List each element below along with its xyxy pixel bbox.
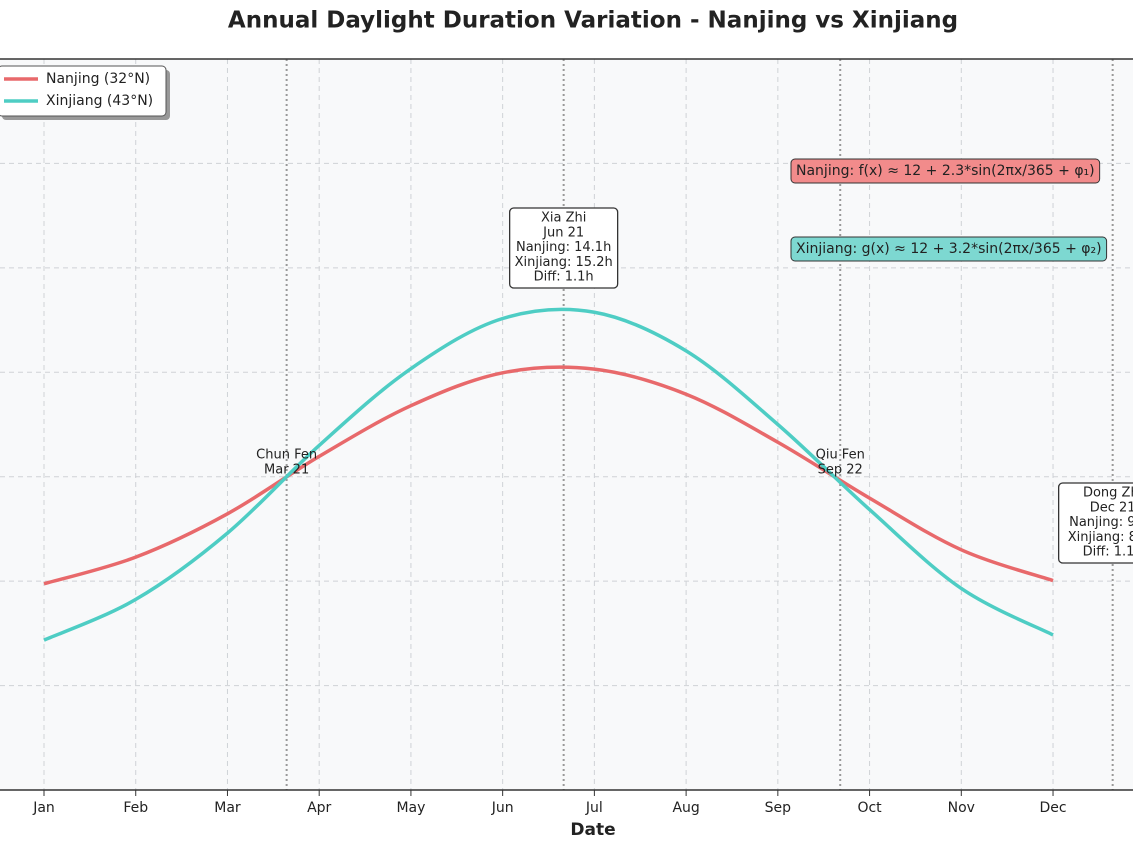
annotation-text: Mar 21 [264, 462, 309, 477]
annotation-text: Sep 22 [818, 462, 863, 477]
formula-text: Nanjing: f(x) ≈ 12 + 2.3*sin(2πx/365 + φ… [796, 163, 1095, 179]
x-tick-label: Nov [948, 800, 975, 816]
annotation-text: Chun Fen [256, 448, 317, 463]
formula-text: Xinjiang: g(x) ≈ 12 + 3.2*sin(2πx/365 + … [796, 241, 1102, 257]
x-tick-label: Jun [491, 800, 514, 816]
x-tick-label: Aug [672, 800, 699, 816]
annotation-text: Xinjiang: 15.2h [515, 255, 613, 270]
annotation-text: Dec 21 [1090, 500, 1133, 515]
annotation-text: Diff: 1.1h [1083, 545, 1133, 560]
x-axis-label: Date [570, 820, 615, 840]
annotation-box [1058, 482, 1133, 564]
annotation-text: Xinjiang: 8.8h [1068, 530, 1133, 545]
x-tick-label: May [396, 800, 425, 816]
formula-box: Xinjiang: g(x) ≈ 12 + 3.2*sin(2πx/365 + … [790, 236, 1108, 262]
annotation-text: Nanjing: 9.9h [1069, 515, 1133, 530]
chart-title: Annual Daylight Duration Variation - Nan… [228, 8, 958, 34]
formula-box: Nanjing: f(x) ≈ 12 + 2.3*sin(2πx/365 + φ… [790, 158, 1101, 184]
annotation-text: Diff: 1.1h [534, 270, 594, 285]
x-tick-label: Dec [1039, 800, 1066, 816]
formula-box-bg [790, 236, 1108, 262]
annotation-text: Dong Zhi [1083, 486, 1133, 501]
annotation-text: Xia Zhi [541, 211, 586, 226]
annotation-box [509, 207, 619, 289]
legend-label: Nanjing (32°N) [46, 71, 150, 87]
x-tick-label: Sep [765, 800, 792, 816]
annotation-text: Nanjing: 14.1h [516, 240, 611, 255]
legend: Nanjing (32°N) Xinjiang (43°N) [0, 65, 170, 120]
formula-box-bg [790, 158, 1101, 184]
x-tick-label: Jul [585, 800, 603, 816]
series-line [43, 365, 1054, 586]
legend-box [0, 65, 167, 117]
x-tick-label: Jan [32, 800, 55, 816]
series-line [43, 307, 1054, 642]
x-tick-label: Mar [214, 800, 241, 816]
legend-label: Xinjiang (43°N) [46, 93, 153, 109]
x-tick-label: Oct [857, 800, 882, 816]
annotation-text: Qiu Fen [816, 448, 865, 463]
x-tick-label: Feb [123, 800, 148, 816]
x-tick-label: Apr [307, 800, 331, 816]
annotation-text: Jun 21 [542, 225, 584, 240]
